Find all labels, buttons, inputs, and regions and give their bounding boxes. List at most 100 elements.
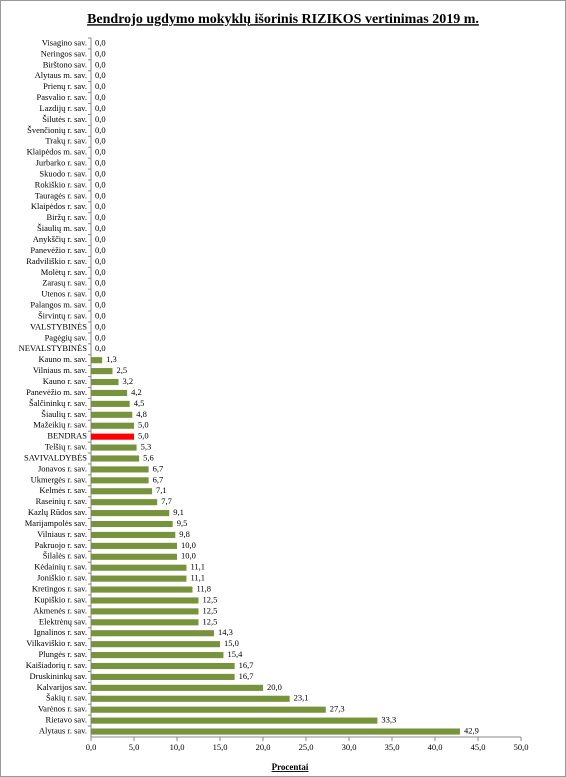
data-label: 0,0 <box>95 245 106 255</box>
data-label: 0,0 <box>95 289 106 299</box>
y-tick-label: Neringos sav. <box>41 48 87 58</box>
bar <box>91 444 137 451</box>
y-tick-label: Šakių r. sav. <box>46 693 87 703</box>
data-label: 0,0 <box>95 201 106 211</box>
data-label: 6,7 <box>153 474 164 484</box>
y-tick-label: Kėdainių r. sav. <box>34 562 87 572</box>
y-tick-label: Kazlų Rūdos sav. <box>28 507 87 517</box>
data-label: 11,1 <box>190 562 205 572</box>
bar <box>91 662 235 670</box>
bar <box>91 368 113 375</box>
y-tick-label: Akmenės r. sav. <box>33 605 87 615</box>
y-tick-label: Klaipėdos r. sav. <box>31 201 87 211</box>
bar <box>91 499 158 506</box>
data-label: 0,0 <box>95 234 106 244</box>
y-tick-label: Šalčininkų r. sav. <box>29 398 87 408</box>
y-tick-label: Panevėžio r. sav. <box>30 245 87 255</box>
bar <box>91 466 149 473</box>
y-tick-label: Utenos r. sav. <box>41 289 87 299</box>
data-label: 5,0 <box>138 420 149 430</box>
bar <box>91 542 177 549</box>
y-tick-label: Kalvarijos sav. <box>37 682 87 692</box>
bar <box>91 520 173 528</box>
y-tick-label: Varėnos r. sav. <box>38 704 87 714</box>
data-label: 0,0 <box>95 223 106 233</box>
data-label: 10,0 <box>181 540 196 550</box>
data-label: 0,0 <box>95 81 106 91</box>
y-tick-label: Šilutės r. sav. <box>42 114 87 124</box>
data-label: 12,5 <box>203 616 218 626</box>
y-tick-label: Raseinių r. sav. <box>36 496 87 506</box>
data-label: 16,7 <box>239 660 254 670</box>
data-label: 0,0 <box>95 190 106 200</box>
bar <box>91 728 460 735</box>
y-tick-label: Kelmės r. sav. <box>39 485 87 495</box>
y-tick-label: Skuodo r. sav. <box>39 168 87 178</box>
bar <box>91 411 133 418</box>
x-tick-label: 15,0 <box>213 742 228 752</box>
bar <box>91 357 103 364</box>
x-tick-label: 35,0 <box>385 742 400 752</box>
bar <box>91 564 187 571</box>
y-tick-label: SAVIVALDYBĖS <box>24 452 87 462</box>
x-tick-label: 40,0 <box>428 742 443 752</box>
y-tick-label: BENDRAS <box>47 431 87 441</box>
y-tick-label: Tauragės r. sav. <box>35 190 87 200</box>
data-label: 0,0 <box>95 278 106 288</box>
data-label: 0,0 <box>95 59 106 69</box>
y-tick-label: Plungės r. sav. <box>38 649 87 659</box>
y-tick-label: Pasvalio r. sav. <box>37 92 87 102</box>
y-tick-label: Trakų r. sav. <box>45 136 87 146</box>
data-label: 1,3 <box>106 354 117 364</box>
bar <box>91 455 140 462</box>
y-tick-label: Ukmergės r. sav. <box>31 474 87 484</box>
data-label: 15,4 <box>227 649 243 659</box>
bar <box>91 400 130 407</box>
data-label: 0,0 <box>95 168 106 178</box>
data-label: 0,0 <box>95 332 106 342</box>
data-label: 0,0 <box>95 147 106 157</box>
y-tick-label: Šiaulių m. sav. <box>37 223 87 233</box>
data-label: 0,0 <box>95 125 106 135</box>
bar <box>91 608 199 615</box>
y-tick-label: Pagėgių sav. <box>45 332 87 342</box>
y-tick-label: Alytaus r. sav. <box>39 725 87 735</box>
data-label: 33,3 <box>381 715 396 725</box>
bar <box>91 488 153 495</box>
y-tick-label: Širvintų r. sav. <box>38 310 87 320</box>
bar <box>91 630 214 637</box>
y-tick-label: Radviliškio r. sav. <box>26 256 87 266</box>
data-label: 0,0 <box>95 103 106 113</box>
data-label: 9,1 <box>173 507 184 517</box>
y-tick-label: Kaišiadorių r. sav. <box>26 660 87 670</box>
data-label: 7,7 <box>161 496 172 506</box>
data-label: 10,0 <box>181 551 196 561</box>
y-tick-label: Zarasų r. sav. <box>42 278 87 288</box>
y-tick-label: Klaipėdos m. sav. <box>27 147 87 157</box>
bar <box>91 389 128 397</box>
y-tick-label: Kretingos r. sav. <box>32 584 87 594</box>
bar <box>91 531 176 539</box>
data-label: 9,8 <box>179 529 190 539</box>
data-label: 3,2 <box>123 376 134 386</box>
data-label: 42,9 <box>464 725 479 735</box>
data-label: 11,8 <box>196 584 211 594</box>
y-tick-label: Rietavo sav. <box>46 715 87 725</box>
data-label: 0,0 <box>95 310 106 320</box>
data-label: 4,5 <box>134 398 145 408</box>
y-tick-label: Marijampolės sav. <box>25 518 87 528</box>
x-tick-label: 0,0 <box>86 742 97 752</box>
bar <box>91 378 119 386</box>
y-tick-label: Kauno m. sav. <box>38 354 87 364</box>
data-label: 0,0 <box>95 48 106 58</box>
y-tick-label: Jurbarko r. sav. <box>36 158 87 168</box>
bar <box>91 477 149 484</box>
x-tick-label: 45,0 <box>471 742 486 752</box>
data-label: 0,0 <box>95 114 106 124</box>
x-tick-label: 5,0 <box>129 742 140 752</box>
bar <box>91 586 193 593</box>
data-label: 0,0 <box>95 70 106 80</box>
y-tick-label: Šiaulių r. sav. <box>41 409 87 419</box>
